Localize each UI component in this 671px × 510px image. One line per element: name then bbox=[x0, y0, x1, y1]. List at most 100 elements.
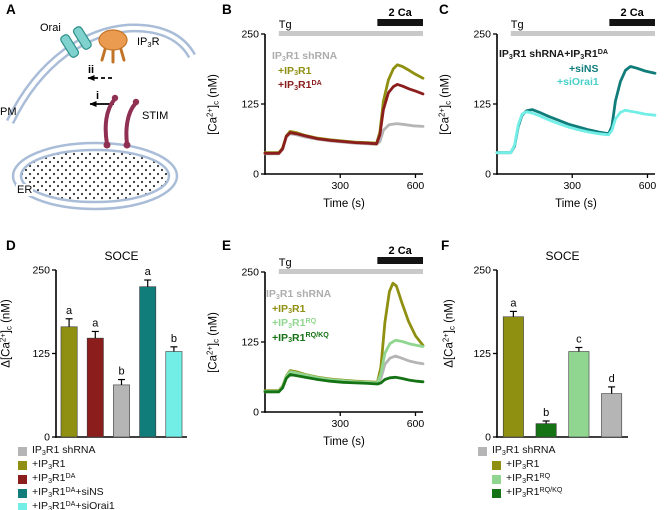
treatment-bar bbox=[278, 269, 423, 274]
panel-a: A Orai IP3R ii i PM STIM ER bbox=[0, 0, 200, 234]
bar-2 bbox=[113, 384, 130, 438]
legend-item: +siNS bbox=[569, 62, 599, 75]
svg-text:Tg: Tg bbox=[279, 257, 292, 269]
svg-text:0: 0 bbox=[253, 407, 259, 419]
legend-swatch bbox=[478, 446, 487, 456]
stim-label: STIM bbox=[142, 110, 169, 122]
panel-c-legend: IP3R1 shRNA+IP3R1DA +siNS +siOrai1 bbox=[499, 48, 608, 90]
legend-item: +IP3R1 bbox=[18, 458, 115, 472]
legend-item: +IP3R1DA bbox=[18, 472, 115, 486]
panel-c-xlabel: Time (s) bbox=[555, 198, 597, 210]
svg-text:a: a bbox=[510, 297, 517, 309]
legend-label: IP3R1 shRNA bbox=[492, 444, 556, 457]
legend-label: +IP3R1RQ/KQ bbox=[506, 485, 563, 499]
panel-e-xlabel: Time (s) bbox=[323, 436, 365, 448]
svg-text:Tg: Tg bbox=[279, 19, 292, 31]
svg-text:250: 250 bbox=[473, 29, 491, 41]
panel-b-xlabel: Time (s) bbox=[323, 198, 365, 210]
panel-e-chart: Tg 2 Ca 0 125 250 300 600 bbox=[241, 245, 425, 430]
legend-item: +IP3R1DA+siNS bbox=[18, 486, 115, 500]
legend-label: +IP3R1 bbox=[506, 458, 540, 471]
svg-text:300: 300 bbox=[331, 180, 349, 192]
er-label: ER bbox=[16, 184, 34, 196]
svg-text:300: 300 bbox=[563, 180, 581, 192]
trace-ip3r1-da bbox=[263, 83, 425, 155]
legend-item: +siOrai1 bbox=[557, 76, 599, 88]
svg-text:0: 0 bbox=[44, 432, 50, 443]
legend-item: +IP3R1RQ/KQ bbox=[492, 486, 562, 500]
legend-swatch bbox=[18, 460, 27, 470]
arrow-i-label: i bbox=[96, 90, 100, 102]
treatment-bar bbox=[510, 31, 655, 36]
bar-1 bbox=[535, 423, 557, 438]
ip3r-label: IP3R bbox=[137, 36, 160, 49]
svg-text:250: 250 bbox=[32, 265, 50, 277]
bar-4 bbox=[165, 351, 183, 438]
treatment-bar bbox=[278, 31, 423, 36]
legend-item: IP3R1 shRNA bbox=[478, 444, 562, 458]
panel-e-legend: IP3R1 shRNA +IP3R1 +IP3R1RQ +IP3R1RQ/KQ bbox=[266, 288, 331, 346]
legend-item: +IP3R1DA+siOrai1 bbox=[18, 500, 115, 510]
legend-swatch bbox=[492, 460, 501, 470]
svg-text:a: a bbox=[145, 266, 152, 278]
svg-text:c: c bbox=[576, 333, 582, 345]
svg-text:SOCE: SOCE bbox=[104, 249, 138, 263]
panel-e-letter: E bbox=[222, 238, 232, 253]
svg-text:0: 0 bbox=[253, 169, 259, 181]
legend-item: +IP3R1 bbox=[278, 64, 312, 78]
legend-label: +IP3R1DA+siOrai1 bbox=[32, 499, 115, 510]
panel-e-ylabel: [Ca2+]c (nM) bbox=[205, 312, 221, 373]
legend-swatch bbox=[18, 502, 27, 510]
panel-b-ylabel: [Ca2+]c (nM) bbox=[205, 74, 221, 135]
panel-b-legend: IP3R1 shRNA +IP3R1 +IP3R1DA bbox=[272, 50, 337, 94]
panel-b-letter: B bbox=[222, 2, 232, 17]
panel-c-ylabel: [Ca2+]c (nM) bbox=[437, 74, 453, 135]
legend-swatch bbox=[492, 488, 501, 498]
svg-text:250: 250 bbox=[473, 265, 491, 277]
svg-text:d: d bbox=[609, 373, 615, 385]
legend-item: IP3R1 shRNA bbox=[266, 288, 332, 301]
svg-text:SOCE: SOCE bbox=[545, 249, 579, 263]
legend-label: +IP3R1DA bbox=[32, 471, 76, 485]
svg-text:Tg: Tg bbox=[511, 19, 524, 31]
legend-item: IP3R1 shRNA+IP3R1DA bbox=[499, 47, 608, 61]
legend-item: +IP3R1 bbox=[272, 302, 306, 316]
legend-swatch bbox=[492, 474, 501, 484]
bar-1 bbox=[86, 337, 104, 438]
panel-b-chart: Tg 2 Ca 0 125 250 300 600 bbox=[241, 7, 425, 192]
panel-f-ylabel: Δ[Ca2+]c (nM) bbox=[441, 299, 457, 368]
svg-text:250: 250 bbox=[241, 29, 259, 41]
bar-0 bbox=[502, 316, 524, 438]
bar-2 bbox=[568, 351, 590, 438]
panel-c-chart: Tg 2 Ca 0 125 250 300 600 bbox=[473, 7, 657, 192]
svg-text:a: a bbox=[92, 317, 99, 329]
legend-item: +IP3R1 bbox=[492, 458, 562, 472]
legend-item: +IP3R1RQ bbox=[272, 316, 317, 330]
bar-3 bbox=[601, 393, 623, 438]
legend-label: +IP3R1 bbox=[32, 458, 66, 471]
panel-e: E [Ca2+]c (nM) Tg 2 Ca 0 125 250 300 600 IP3R1… bbox=[205, 238, 437, 510]
svg-text:b: b bbox=[543, 407, 549, 419]
panel-b: B [Ca2+]c (nM) Tg 2 Ca 0 125 250 300 600 IP3R1… bbox=[205, 0, 437, 234]
bar-3 bbox=[139, 286, 157, 438]
membrane-diagram bbox=[5, 23, 196, 211]
panel-f-letter: F bbox=[441, 238, 450, 253]
panel-a-letter: A bbox=[6, 2, 16, 17]
svg-text:125: 125 bbox=[473, 99, 491, 111]
legend-item: +IP3R1RQ/KQ bbox=[272, 331, 329, 345]
svg-text:2 Ca: 2 Ca bbox=[621, 7, 645, 19]
legend-swatch bbox=[18, 474, 27, 484]
stim-shape bbox=[103, 94, 140, 149]
legend-item: +IP3R1RQ bbox=[492, 472, 562, 486]
legend-label: +IP3R1RQ bbox=[506, 471, 551, 485]
panel-f: F Δ[Ca2+]c (nM) SOCE 0 125 250 a b c d IP3R1 sh… bbox=[437, 238, 671, 510]
svg-text:2 Ca: 2 Ca bbox=[389, 245, 413, 257]
treatment-bar bbox=[377, 257, 423, 264]
svg-text:0: 0 bbox=[485, 169, 491, 181]
arrow-ii-label: ii bbox=[88, 64, 95, 76]
panel-d-letter: D bbox=[6, 238, 16, 253]
orai-channel bbox=[60, 26, 92, 58]
trace-siorai1 bbox=[495, 108, 657, 155]
panel-d-chart: SOCE 0 125 250 a a b a b bbox=[32, 249, 187, 443]
panel-f-chart: SOCE 0 125 250 a b c d bbox=[473, 249, 628, 442]
